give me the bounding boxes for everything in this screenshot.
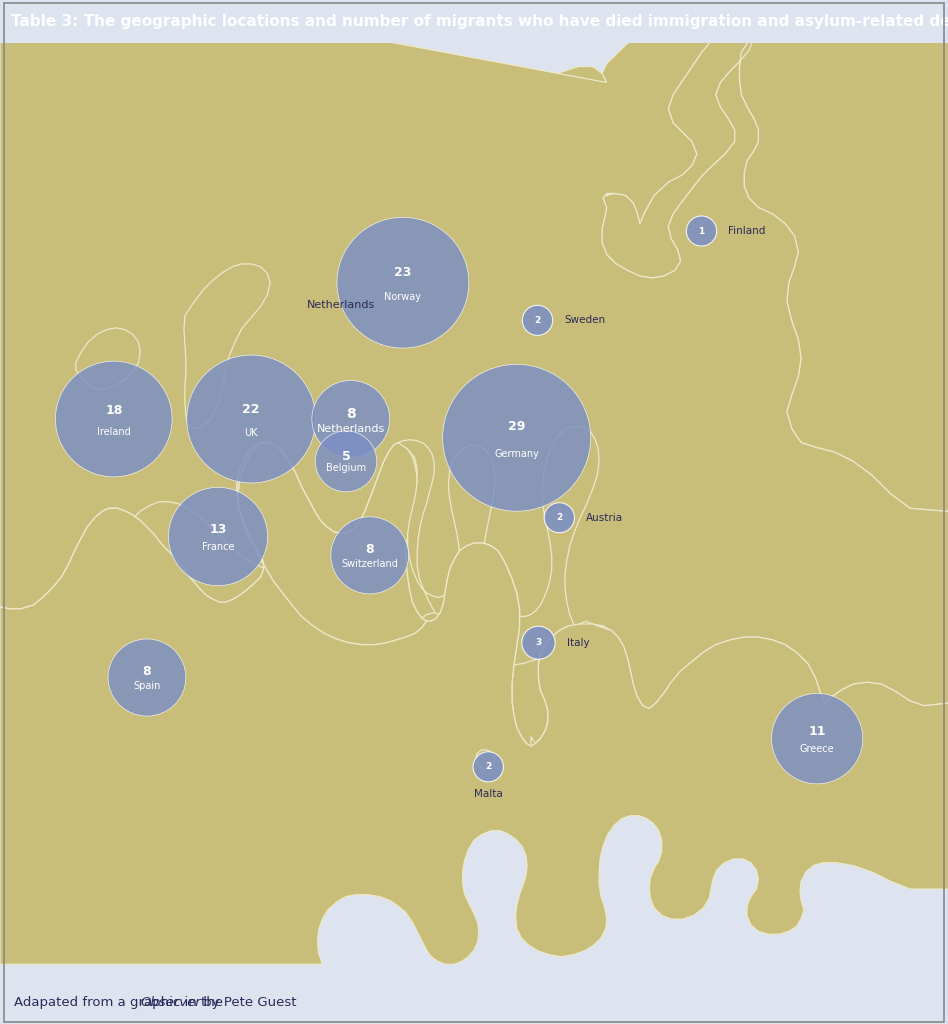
Circle shape	[316, 431, 376, 492]
Text: France: France	[202, 543, 234, 552]
Polygon shape	[483, 67, 607, 283]
Text: 29: 29	[508, 420, 525, 433]
Circle shape	[686, 216, 717, 246]
Text: Observer: Observer	[140, 996, 201, 1010]
Circle shape	[544, 503, 574, 532]
Polygon shape	[294, 25, 545, 283]
Text: 13: 13	[210, 522, 227, 536]
Text: 22: 22	[243, 402, 260, 416]
Circle shape	[331, 517, 409, 594]
Circle shape	[521, 627, 556, 659]
Polygon shape	[0, 442, 391, 628]
Polygon shape	[184, 264, 270, 428]
Polygon shape	[398, 427, 599, 666]
Circle shape	[312, 381, 390, 458]
Text: Italy: Italy	[567, 638, 589, 648]
Text: Netherlands: Netherlands	[307, 300, 375, 310]
Text: 23: 23	[394, 266, 411, 280]
Circle shape	[473, 752, 503, 782]
Circle shape	[443, 365, 591, 511]
Text: 8: 8	[346, 408, 356, 422]
Text: 8: 8	[142, 666, 152, 678]
Text: 8: 8	[365, 543, 374, 556]
Text: Austria: Austria	[586, 513, 623, 522]
Text: 2: 2	[485, 762, 491, 771]
Circle shape	[187, 355, 316, 483]
Text: Finland: Finland	[728, 226, 765, 236]
Text: by Pete Guest: by Pete Guest	[199, 996, 297, 1010]
Polygon shape	[569, 25, 754, 278]
Text: Netherlands: Netherlands	[317, 424, 385, 433]
Circle shape	[772, 693, 863, 783]
Text: Belgium: Belgium	[326, 463, 366, 473]
Polygon shape	[531, 622, 603, 769]
Text: 2: 2	[556, 513, 562, 522]
Text: Norway: Norway	[384, 292, 422, 302]
Text: 3: 3	[536, 638, 541, 647]
Text: 5: 5	[341, 451, 351, 463]
Text: 11: 11	[809, 725, 826, 738]
Text: Ireland: Ireland	[97, 427, 131, 437]
Circle shape	[108, 639, 186, 716]
Text: 2: 2	[535, 315, 540, 325]
Text: Malta: Malta	[474, 790, 502, 800]
Text: Sweden: Sweden	[564, 315, 605, 326]
Polygon shape	[238, 442, 427, 645]
Polygon shape	[739, 25, 948, 513]
Circle shape	[522, 305, 553, 335]
Polygon shape	[0, 442, 948, 965]
Text: Adapated from a graphic in the: Adapated from a graphic in the	[14, 996, 228, 1010]
Circle shape	[169, 487, 267, 586]
Text: Greece: Greece	[800, 743, 834, 754]
Polygon shape	[76, 328, 140, 389]
Polygon shape	[422, 543, 526, 761]
Text: Switzerland: Switzerland	[341, 559, 398, 568]
Text: UK: UK	[245, 428, 258, 438]
Text: Germany: Germany	[494, 449, 539, 459]
Polygon shape	[476, 750, 495, 769]
Circle shape	[55, 361, 173, 477]
Polygon shape	[0, 25, 948, 746]
Text: Spain: Spain	[134, 681, 160, 691]
Text: 18: 18	[105, 403, 122, 417]
Text: Table 3: The geographic locations and number of migrants who have died immigrati: Table 3: The geographic locations and nu…	[11, 14, 948, 29]
Text: 1: 1	[699, 226, 704, 236]
Circle shape	[337, 217, 469, 348]
